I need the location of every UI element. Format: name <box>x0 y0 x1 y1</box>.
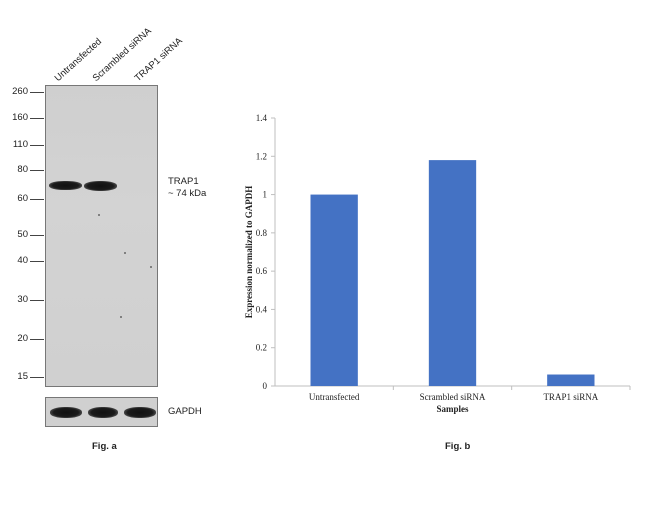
trap1-band-untransfected <box>49 181 82 190</box>
mw-marker-label: 15 <box>17 371 28 382</box>
mw-marker-tick <box>30 170 44 171</box>
bar <box>310 194 358 386</box>
gapdh-membrane <box>45 397 158 427</box>
y-tick-label: 0.4 <box>256 304 268 314</box>
mw-marker-label: 30 <box>17 294 28 305</box>
y-tick-label: 0.8 <box>256 228 268 238</box>
trap1-band-scrambled <box>84 181 117 191</box>
bar <box>428 160 477 386</box>
mw-marker-label: 40 <box>17 255 28 266</box>
membrane-speck <box>150 266 152 268</box>
membrane-speck <box>98 214 100 216</box>
y-tick-label: 0.6 <box>256 266 268 276</box>
mw-marker-tick <box>30 145 44 146</box>
y-tick-label: 0.2 <box>256 343 267 353</box>
mw-marker-tick <box>30 339 44 340</box>
mw-marker-label: 110 <box>12 139 28 150</box>
mw-marker-label: 20 <box>17 333 28 344</box>
blot-membrane <box>45 85 158 387</box>
y-tick-label: 1 <box>263 190 268 200</box>
bar-chart: 0 0.2 0.4 0.6 0.8 1 1.2 1.4 Untransfected Scrambl… <box>244 113 631 414</box>
membrane-speck <box>120 316 122 318</box>
y-tick-label: 1.4 <box>256 113 268 123</box>
membrane-speck <box>124 252 126 254</box>
x-axis-title: Samples <box>436 404 469 414</box>
y-axis-title: Expression normalized to GAPDH <box>244 186 254 319</box>
y-tick-label: 0 <box>263 381 268 391</box>
mw-marker-label: 50 <box>17 229 28 240</box>
western-blot-panel: Untransfected Scrambled siRNA TRAP1 siRN… <box>0 0 240 470</box>
figure-b-caption: Fig. b <box>445 441 471 452</box>
gapdh-band-trap1-sirna <box>124 407 156 418</box>
x-tick-label: TRAP1 siRNA <box>543 392 598 402</box>
mw-marker-label: 160 <box>12 112 28 123</box>
x-tick-label: Untransfected <box>309 392 360 402</box>
mw-marker-label: 80 <box>17 164 28 175</box>
mw-marker-tick <box>30 300 44 301</box>
bar <box>547 374 595 386</box>
mw-marker-tick <box>30 92 44 93</box>
mw-marker-tick <box>30 235 44 236</box>
mw-marker-tick <box>30 377 44 378</box>
mw-marker-tick <box>30 118 44 119</box>
gapdh-band-scrambled <box>88 407 118 418</box>
mw-marker-label: 60 <box>17 193 28 204</box>
figure-a-caption: Fig. a <box>92 441 117 452</box>
trap1-band-label: TRAP1 <box>168 176 199 187</box>
gapdh-band-untransfected <box>50 407 82 418</box>
x-tick-label: Scrambled siRNA <box>420 392 486 402</box>
y-tick-label: 1.2 <box>256 151 267 161</box>
trap1-band-size: ~ 74 kDa <box>168 188 207 199</box>
mw-marker-tick <box>30 199 44 200</box>
mw-marker-tick <box>30 261 44 262</box>
mw-marker-label: 260 <box>12 86 28 97</box>
gapdh-label: GAPDH <box>168 406 202 417</box>
